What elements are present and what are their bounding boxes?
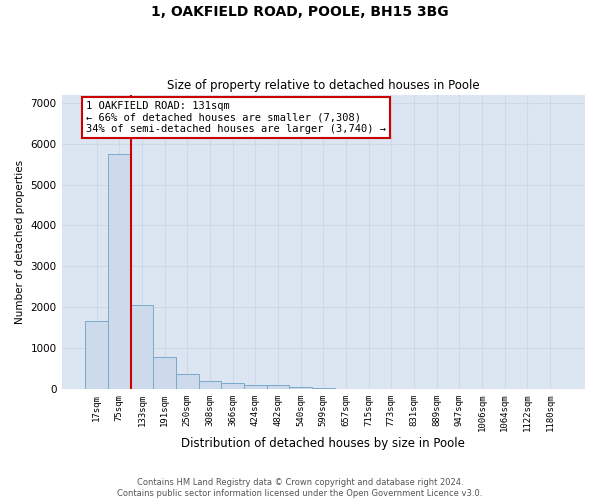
Bar xyxy=(244,384,266,389)
Bar xyxy=(312,388,335,389)
Text: 1, OAKFIELD ROAD, POOLE, BH15 3BG: 1, OAKFIELD ROAD, POOLE, BH15 3BG xyxy=(151,5,449,19)
Text: Contains HM Land Registry data © Crown copyright and database right 2024.
Contai: Contains HM Land Registry data © Crown c… xyxy=(118,478,482,498)
Bar xyxy=(131,305,154,389)
Bar xyxy=(289,387,312,389)
Title: Size of property relative to detached houses in Poole: Size of property relative to detached ho… xyxy=(167,79,479,92)
Text: 1 OAKFIELD ROAD: 131sqm
← 66% of detached houses are smaller (7,308)
34% of semi: 1 OAKFIELD ROAD: 131sqm ← 66% of detache… xyxy=(86,100,386,134)
Bar xyxy=(221,383,244,389)
Bar xyxy=(154,356,176,389)
Bar xyxy=(199,381,221,389)
Bar xyxy=(266,386,289,389)
X-axis label: Distribution of detached houses by size in Poole: Distribution of detached houses by size … xyxy=(181,437,465,450)
Bar xyxy=(85,322,108,389)
Bar xyxy=(108,154,131,389)
Y-axis label: Number of detached properties: Number of detached properties xyxy=(15,160,25,324)
Bar xyxy=(176,374,199,389)
